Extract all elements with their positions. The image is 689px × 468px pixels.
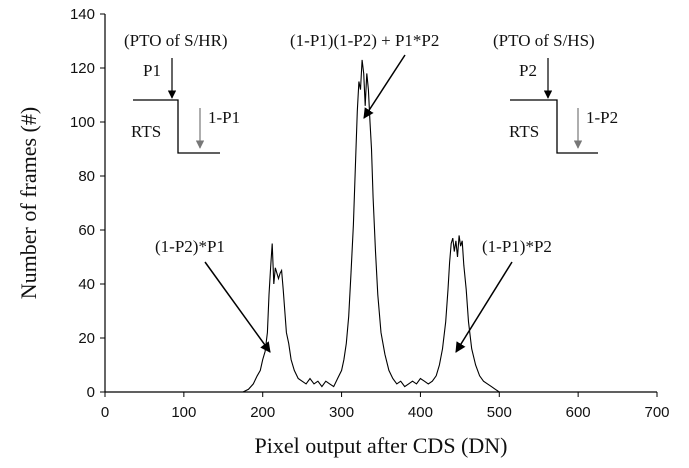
inset-left-stay-label: 1-P1 <box>208 108 240 127</box>
annotation-left-arrow <box>204 261 271 353</box>
annotation-right-peak: (1-P1)*P2 <box>482 237 552 256</box>
x-tick-label: 700 <box>644 404 669 421</box>
y-tick-label: 140 <box>70 6 95 23</box>
inset-left-rts-label: RTS <box>131 122 161 141</box>
y-tick-label: 60 <box>78 222 95 239</box>
inset-right-stay-label: 1-P2 <box>586 108 618 127</box>
annotation-pto-shr: (PTO of S/HR) <box>124 31 228 50</box>
x-tick-label: 600 <box>566 404 591 421</box>
y-tick-label: 120 <box>70 60 95 77</box>
x-tick-label: 0 <box>101 404 109 421</box>
x-tick-label: 500 <box>487 404 512 421</box>
inset-right-rts-diagram: (PTO of S/HS) P2 1-P2 RTS <box>493 31 618 154</box>
inset-left-p-label: P1 <box>143 61 161 80</box>
inset-right-rts-label: RTS <box>509 122 539 141</box>
annotation-center-peak: (1-P1)(1-P2) + P1*P2 <box>290 31 439 50</box>
x-tick-label: 400 <box>408 404 433 421</box>
histogram-series-line <box>168 59 579 393</box>
y-tick-label: 80 <box>78 168 95 185</box>
y-axis-title: Number of frames (#) <box>16 107 41 299</box>
annotation-left-peak: (1-P2)*P1 <box>155 237 225 256</box>
y-tick-label: 20 <box>78 330 95 347</box>
x-tick-label: 300 <box>329 404 354 421</box>
inset-left-rts-diagram: (PTO of S/HR) P1 1-P1 RTS <box>124 31 240 154</box>
inset-right-step-line <box>510 99 598 154</box>
inset-left-step-line <box>133 99 220 154</box>
x-tick-label: 100 <box>171 404 196 421</box>
annotation-center-arrow <box>363 54 406 119</box>
annotation-right-arrow <box>455 261 513 353</box>
annotation-pto-shs: (PTO of S/HS) <box>493 31 595 50</box>
x-tick-label: 200 <box>250 404 275 421</box>
x-axis-title: Pixel output after CDS (DN) <box>255 433 508 458</box>
y-tick-label: 0 <box>87 384 95 401</box>
inset-right-p-label: P2 <box>519 61 537 80</box>
y-tick-label: 100 <box>70 114 95 131</box>
y-tick-label: 40 <box>78 276 95 293</box>
